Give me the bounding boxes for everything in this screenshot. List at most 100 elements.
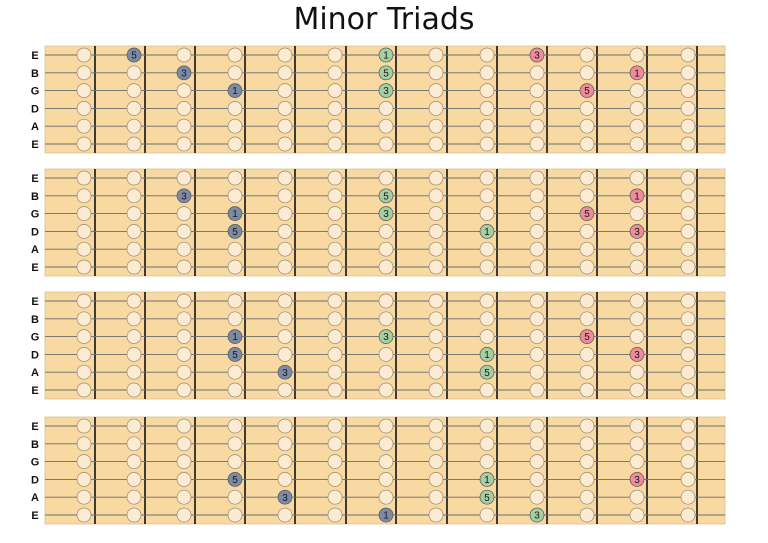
empty-fret-circle — [529, 454, 545, 469]
note-marker-blue — [227, 472, 243, 487]
empty-fret-circle — [479, 170, 495, 186]
empty-fret-circle — [327, 83, 343, 98]
empty-fret-circle — [479, 65, 495, 81]
empty-fret-circle — [176, 436, 192, 452]
empty-fret-circle — [277, 65, 293, 81]
empty-fret-circle — [428, 170, 444, 186]
empty-fret-circle — [428, 206, 444, 221]
note-marker-blue — [378, 507, 394, 523]
empty-fret-circle — [579, 188, 595, 204]
empty-fret-circle — [176, 507, 192, 523]
string-label: E — [31, 510, 38, 522]
note-marker-red — [629, 347, 645, 362]
note-marker-red — [629, 472, 645, 487]
empty-fret-circle — [327, 65, 343, 81]
string-label: E — [31, 50, 38, 62]
empty-fret-circle — [680, 293, 696, 309]
note-degree-label: 5 — [232, 475, 238, 486]
empty-fret-circle — [277, 101, 293, 116]
string-label: E — [31, 296, 38, 308]
empty-fret-circle — [529, 293, 545, 309]
empty-fret-circle — [579, 101, 595, 116]
note-degree-label: 1 — [634, 191, 640, 202]
string-label: A — [31, 121, 39, 133]
empty-fret-circle — [479, 329, 495, 344]
empty-fret-circle — [227, 65, 243, 81]
fretboard-background — [44, 291, 726, 400]
note-degree-label: 3 — [181, 191, 187, 202]
empty-fret-circle — [629, 118, 645, 134]
note-marker-green — [479, 364, 495, 380]
empty-fret-circle — [277, 47, 293, 63]
string-label: A — [31, 492, 39, 504]
empty-fret-circle — [227, 101, 243, 116]
empty-fret-circle — [277, 241, 293, 257]
string-label: E — [31, 385, 38, 397]
note-marker-blue — [227, 206, 243, 221]
empty-fret-circle — [579, 241, 595, 257]
empty-fret-circle — [428, 311, 444, 327]
empty-fret-circle — [378, 472, 394, 487]
empty-fret-circle — [579, 347, 595, 362]
string-label: G — [31, 332, 40, 344]
note-degree-label: 3 — [383, 332, 389, 343]
empty-fret-circle — [126, 472, 142, 487]
empty-fret-circle — [579, 224, 595, 239]
empty-fret-circle — [277, 347, 293, 362]
empty-fret-circle — [176, 101, 192, 116]
empty-fret-circle — [126, 83, 142, 98]
note-marker-green — [378, 65, 394, 81]
empty-fret-circle — [76, 329, 92, 344]
empty-fret-circle — [680, 472, 696, 487]
empty-fret-circle — [428, 472, 444, 487]
note-degree-label: 5 — [232, 227, 238, 238]
empty-fret-circle — [378, 293, 394, 309]
empty-fret-circle — [378, 311, 394, 327]
empty-fret-circle — [277, 507, 293, 523]
empty-fret-circle — [579, 65, 595, 81]
empty-fret-circle — [378, 382, 394, 398]
empty-fret-circle — [428, 118, 444, 134]
note-marker-blue — [277, 489, 293, 505]
note-degree-label: 3 — [282, 368, 288, 379]
empty-fret-circle — [629, 489, 645, 505]
note-degree-label: 1 — [383, 511, 389, 522]
empty-fret-circle — [277, 436, 293, 452]
empty-fret-circle — [579, 136, 595, 152]
empty-fret-circle — [529, 83, 545, 98]
empty-fret-circle — [428, 83, 444, 98]
string-label: G — [31, 457, 40, 469]
string-label: D — [31, 103, 39, 115]
empty-fret-circle — [479, 382, 495, 398]
string-label: E — [31, 262, 38, 274]
empty-fret-circle — [126, 329, 142, 344]
empty-fret-circle — [76, 206, 92, 221]
note-degree-label: 5 — [131, 51, 137, 62]
empty-fret-circle — [176, 47, 192, 63]
empty-fret-circle — [227, 454, 243, 469]
empty-fret-circle — [76, 83, 92, 98]
empty-fret-circle — [529, 65, 545, 81]
empty-fret-circle — [378, 418, 394, 434]
empty-fret-circle — [327, 188, 343, 204]
note-marker-red — [629, 224, 645, 239]
empty-fret-circle — [76, 454, 92, 469]
empty-fret-circle — [629, 47, 645, 63]
note-marker-blue — [227, 329, 243, 344]
note-marker-blue — [176, 65, 192, 81]
empty-fret-circle — [76, 347, 92, 362]
string-label: B — [31, 439, 39, 451]
empty-fret-circle — [579, 454, 595, 469]
empty-fret-circle — [176, 311, 192, 327]
empty-fret-circle — [579, 436, 595, 452]
empty-fret-circle — [680, 489, 696, 505]
empty-fret-circle — [680, 507, 696, 523]
empty-fret-circle — [126, 418, 142, 434]
empty-fret-circle — [327, 507, 343, 523]
empty-fret-circle — [277, 118, 293, 134]
note-marker-blue — [227, 83, 243, 98]
empty-fret-circle — [629, 311, 645, 327]
note-marker-green — [479, 472, 495, 487]
empty-fret-circle — [629, 101, 645, 116]
